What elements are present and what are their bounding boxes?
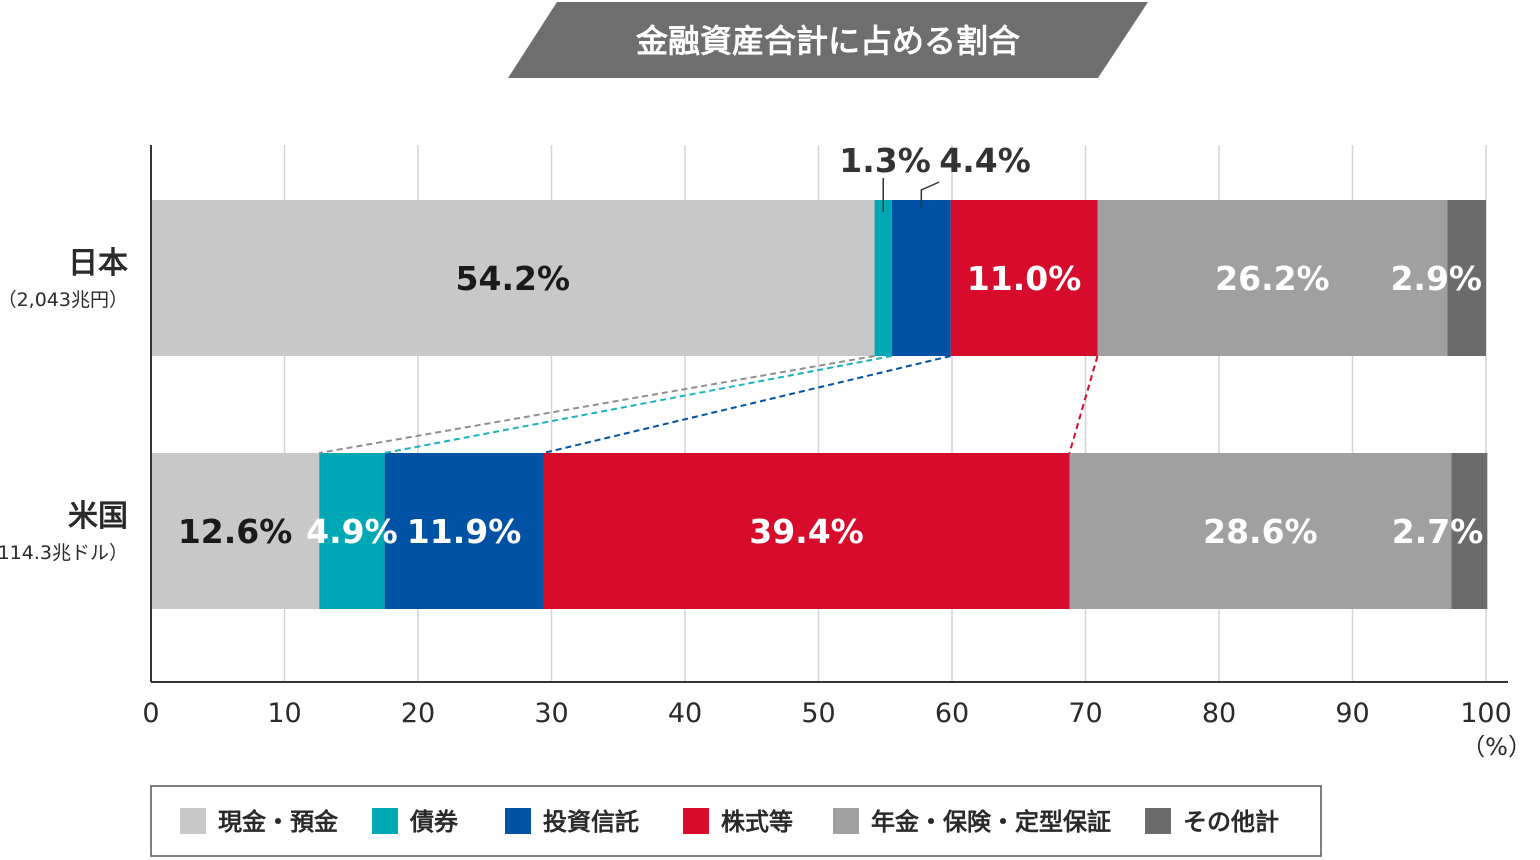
bar-segment-r1-s3 <box>543 453 1070 609</box>
legend-swatch-0 <box>180 808 206 834</box>
x-tick-label-0: 0 <box>142 698 159 729</box>
bar-segment-r0-s1 <box>874 200 892 356</box>
x-unit-label: （%） <box>1461 733 1532 761</box>
data-label-r1-s4: 28.6% <box>1203 512 1318 551</box>
x-tick-label-40: 40 <box>668 698 702 729</box>
legend-label-2: 投資信託 <box>543 808 639 836</box>
connector-1 <box>384 355 893 454</box>
bar-segment-r1-s0 <box>151 453 320 609</box>
category-sublabel-1: （114.3兆ドル） <box>0 542 128 564</box>
data-label-r1-s2: 11.9% <box>407 512 522 551</box>
bar-segment-r0-s0 <box>151 200 875 356</box>
data-label-r0-s5: 2.9% <box>1390 259 1482 298</box>
category-label-0: 日本 <box>68 246 128 281</box>
legend-item: 株式等 <box>683 808 793 836</box>
legend-item: 債券 <box>372 808 459 836</box>
legend-swatch-3 <box>683 808 709 834</box>
bar-segment-r1-s2 <box>384 453 544 609</box>
data-label-outside-funds: 4.4% <box>939 141 1031 180</box>
legend: 現金・預金 債券 投資信託 株式等 年金・保険・定型保証 その他計 <box>150 785 1322 857</box>
bar-segment-r0-s5 <box>1447 200 1486 356</box>
legend-item: その他計 <box>1145 808 1279 836</box>
legend-swatch-1 <box>372 808 398 834</box>
legend-label-0: 現金・預金 <box>218 808 339 836</box>
legend-item: 年金・保険・定型保証 <box>833 808 1111 836</box>
legend-swatch-5 <box>1145 808 1171 834</box>
category-sublabel-0: （2,043兆円） <box>0 289 128 311</box>
legend-item: 現金・預金 <box>180 808 339 836</box>
x-tick-label-50: 50 <box>801 698 835 729</box>
bar-segment-r0-s2 <box>891 200 951 356</box>
data-label-r1-s3: 39.4% <box>749 512 864 551</box>
legend-label-1: 債券 <box>409 808 459 836</box>
legend-item: 投資信託 <box>505 808 639 836</box>
x-tick-label-70: 70 <box>1068 698 1102 729</box>
legend-label-4: 年金・保険・定型保証 <box>871 808 1111 836</box>
data-label-r1-s5: 2.7% <box>1392 512 1484 551</box>
title-banner <box>508 2 1148 78</box>
data-label-r1-s0: 12.6% <box>178 512 293 551</box>
data-label-r0-s3: 11.0% <box>967 259 1082 298</box>
x-tick-label-20: 20 <box>401 698 435 729</box>
legend-swatch-2 <box>505 808 531 834</box>
bar-segment-r0-s3 <box>950 200 1098 356</box>
x-tick-label-80: 80 <box>1202 698 1236 729</box>
category-label-1: 米国 <box>68 499 128 534</box>
legend-label-3: 株式等 <box>721 808 793 836</box>
chart-title: 金融資産合計に占める割合 <box>635 22 1020 60</box>
bar-segment-r1-s5 <box>1451 453 1488 609</box>
x-tick-label-30: 30 <box>534 698 568 729</box>
data-label-r0-s0: 54.2% <box>456 259 571 298</box>
connector-0 <box>319 355 875 454</box>
bar-segment-r1-s4 <box>1069 453 1452 609</box>
x-tick-label-10: 10 <box>267 698 301 729</box>
legend-label-5: その他計 <box>1183 808 1279 836</box>
leader-line-funds <box>920 181 940 208</box>
bar-segment-r1-s1 <box>319 453 385 609</box>
legend-swatch-4 <box>833 808 859 834</box>
data-label-outside-bonds: 1.3% <box>839 141 931 180</box>
x-tick-label-100: 100 <box>1460 698 1512 729</box>
legend-box <box>150 785 1322 857</box>
data-label-r1-s1: 4.9% <box>306 512 398 551</box>
x-tick-label-60: 60 <box>935 698 969 729</box>
bar-segment-r0-s4 <box>1097 200 1448 356</box>
connector-3 <box>1068 355 1099 454</box>
connector-2 <box>543 355 951 454</box>
x-tick-label-90: 90 <box>1335 698 1369 729</box>
data-label-r0-s4: 26.2% <box>1215 259 1330 298</box>
